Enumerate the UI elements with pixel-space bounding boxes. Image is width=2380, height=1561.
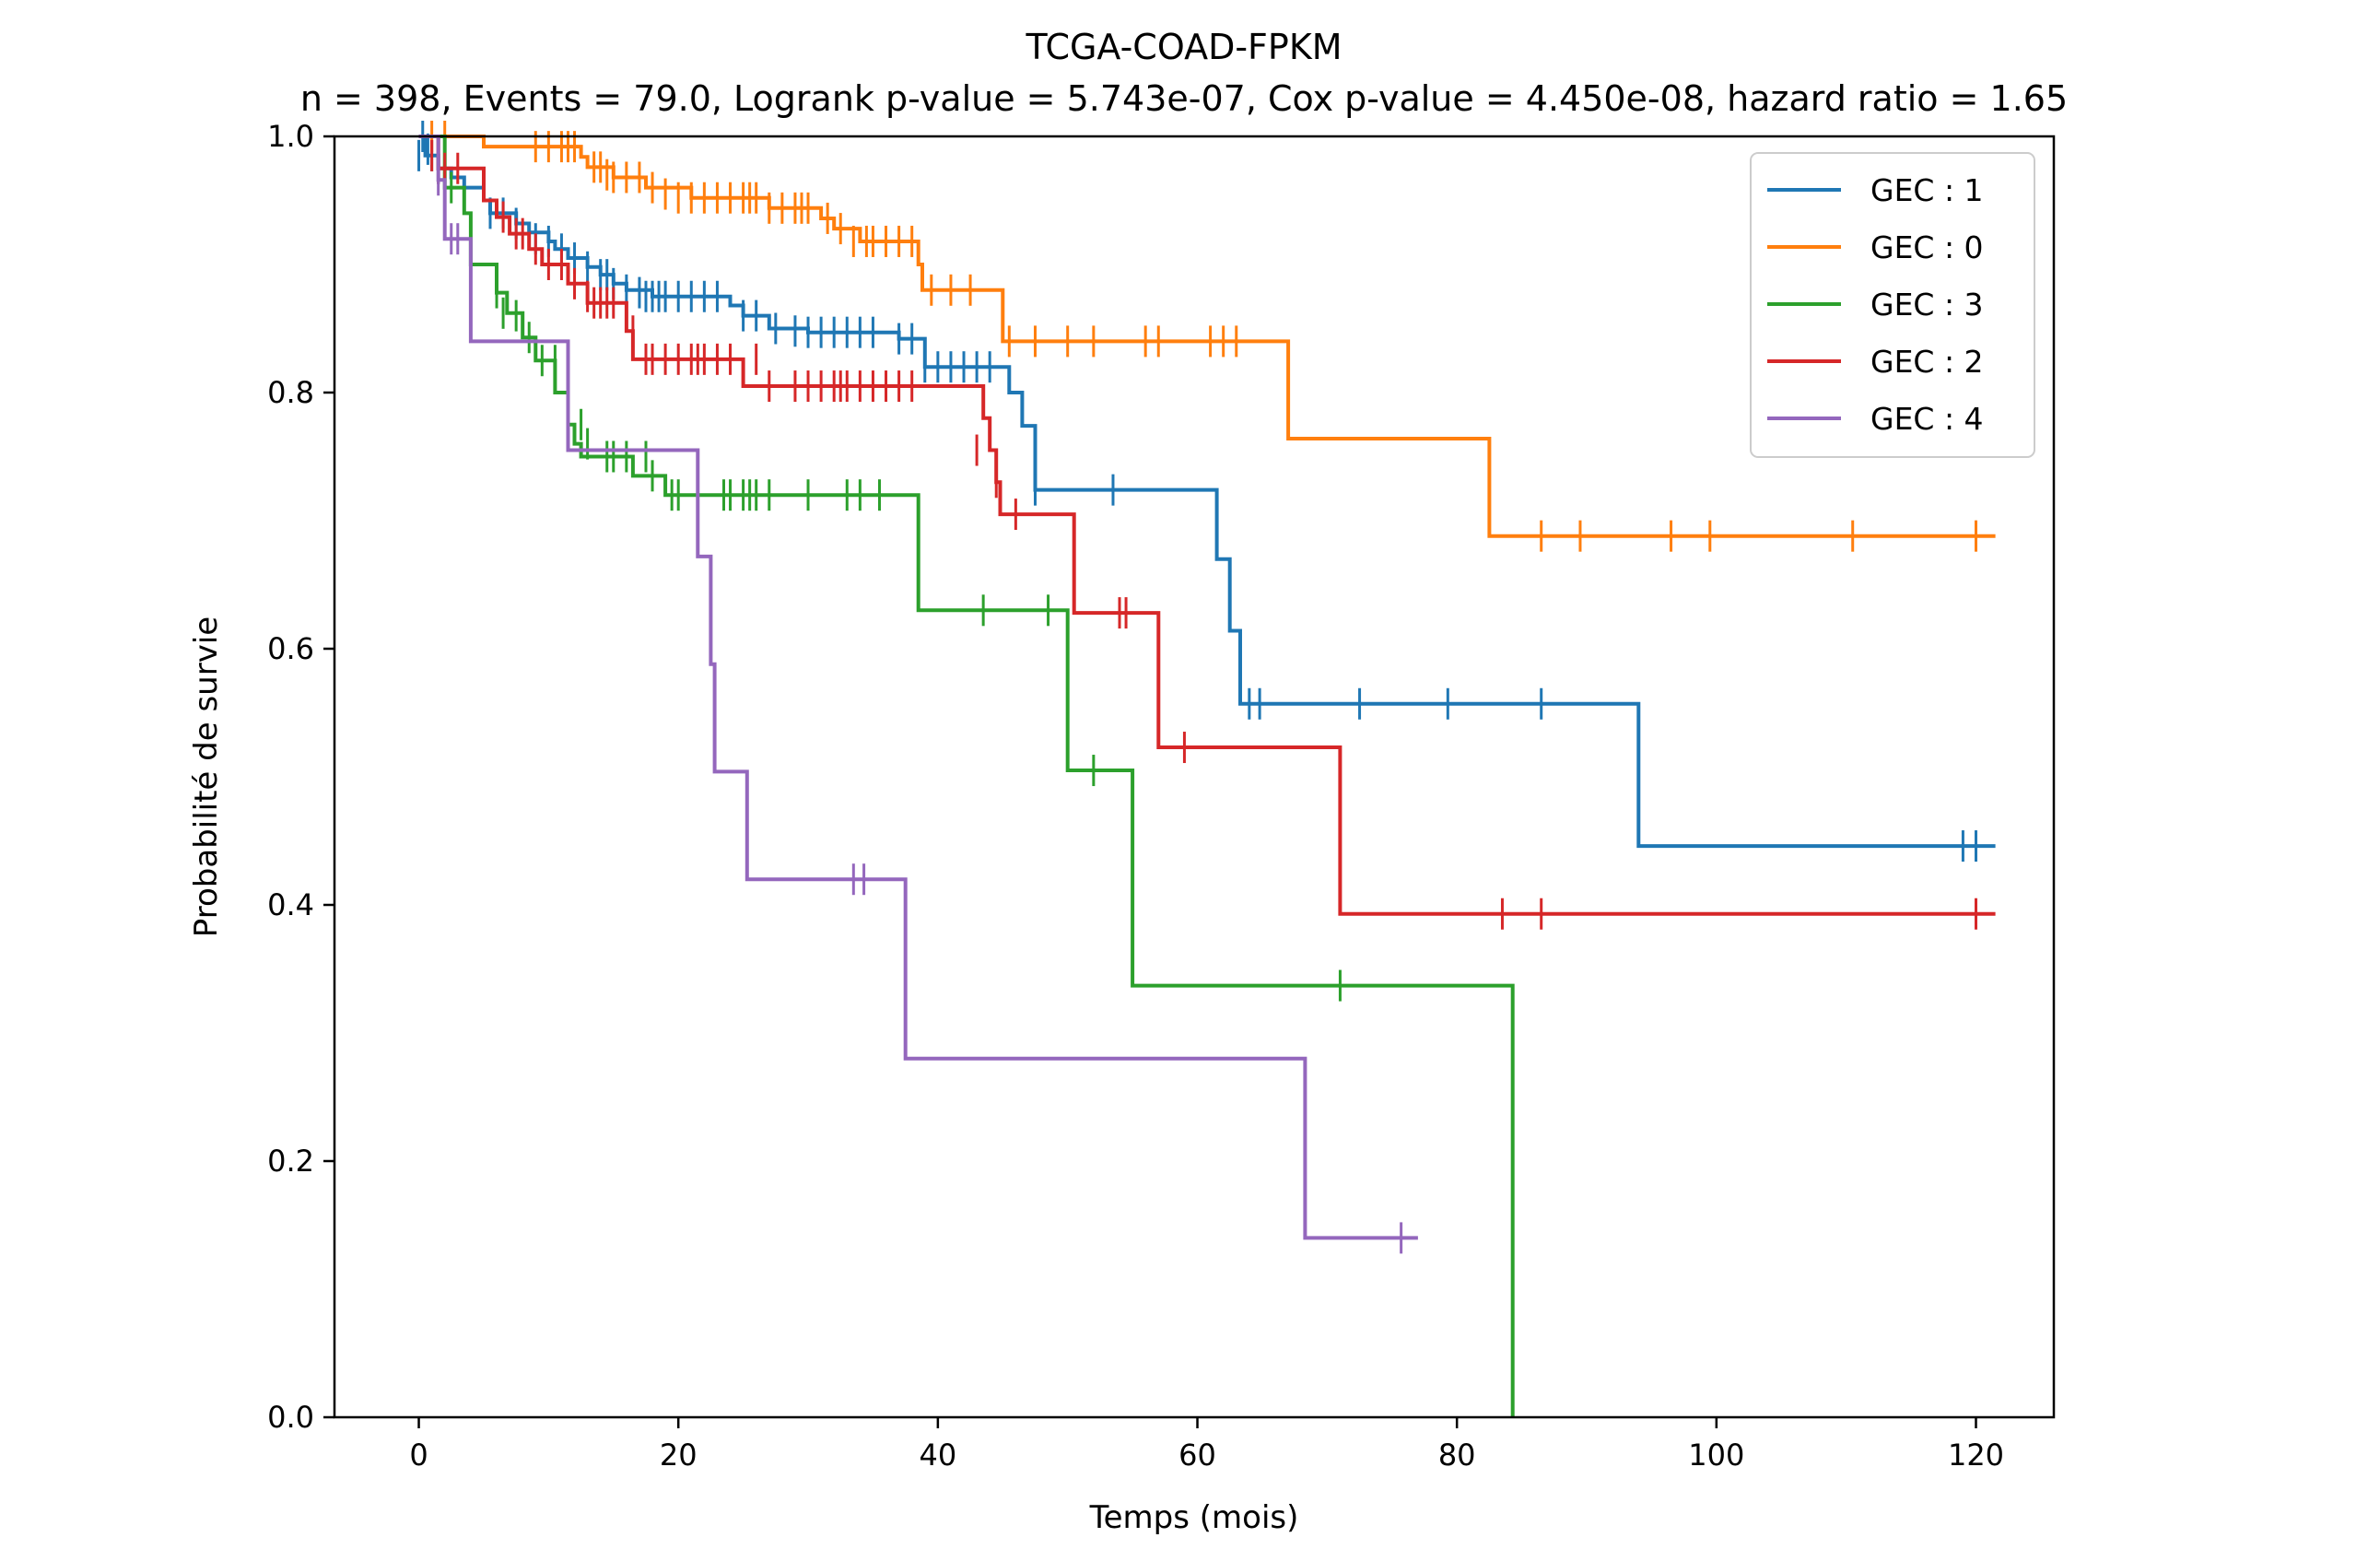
series-1 — [418, 121, 1996, 552]
survival-curve — [418, 135, 1418, 1240]
survival-curve — [418, 135, 1996, 538]
y-axis: 0.0 0.2 0.4 0.6 0.8 1.0 — [267, 119, 334, 1435]
chart-subtitle: n = 398, Events = 79.0, Logrank p-value … — [300, 78, 2068, 119]
y-axis-label: Probabilité de survie — [188, 616, 225, 937]
legend-box — [1750, 152, 2035, 458]
legend-label: GEC : 3 — [1870, 287, 1984, 323]
x-axis: 0 20 40 60 80 100 120 — [409, 1417, 2004, 1473]
plot-area — [417, 121, 1996, 1417]
legend: GEC : 1 GEC : 0 GEC : 3 GEC : 2 GEC : 4 — [1750, 152, 2035, 458]
y-tick-label: 0.6 — [267, 631, 314, 666]
legend-label: GEC : 0 — [1870, 229, 1984, 265]
survival-curve — [418, 135, 1996, 916]
x-tick-label: 100 — [1688, 1438, 1744, 1473]
x-axis-label: Temps (mois) — [1089, 1499, 1299, 1536]
y-tick-label: 0.0 — [267, 1400, 314, 1435]
legend-label: GEC : 4 — [1870, 401, 1984, 437]
x-tick-label: 0 — [409, 1438, 428, 1473]
x-tick-label: 80 — [1438, 1438, 1476, 1473]
x-tick-label: 120 — [1948, 1438, 2004, 1473]
legend-label: GEC : 2 — [1870, 344, 1984, 380]
legend-label: GEC : 1 — [1870, 172, 1984, 208]
chart-title: TCGA-COAD-FPKM — [1025, 27, 1342, 67]
y-tick-label: 1.0 — [267, 119, 314, 154]
axes-frame — [333, 135, 2056, 1419]
y-tick-label: 0.4 — [267, 887, 314, 922]
x-tick-label: 40 — [920, 1438, 957, 1473]
x-tick-label: 60 — [1178, 1438, 1216, 1473]
series-4 — [418, 135, 1418, 1254]
y-tick-label: 0.2 — [267, 1144, 314, 1179]
y-tick-label: 0.8 — [267, 375, 314, 410]
x-tick-label: 20 — [660, 1438, 698, 1473]
